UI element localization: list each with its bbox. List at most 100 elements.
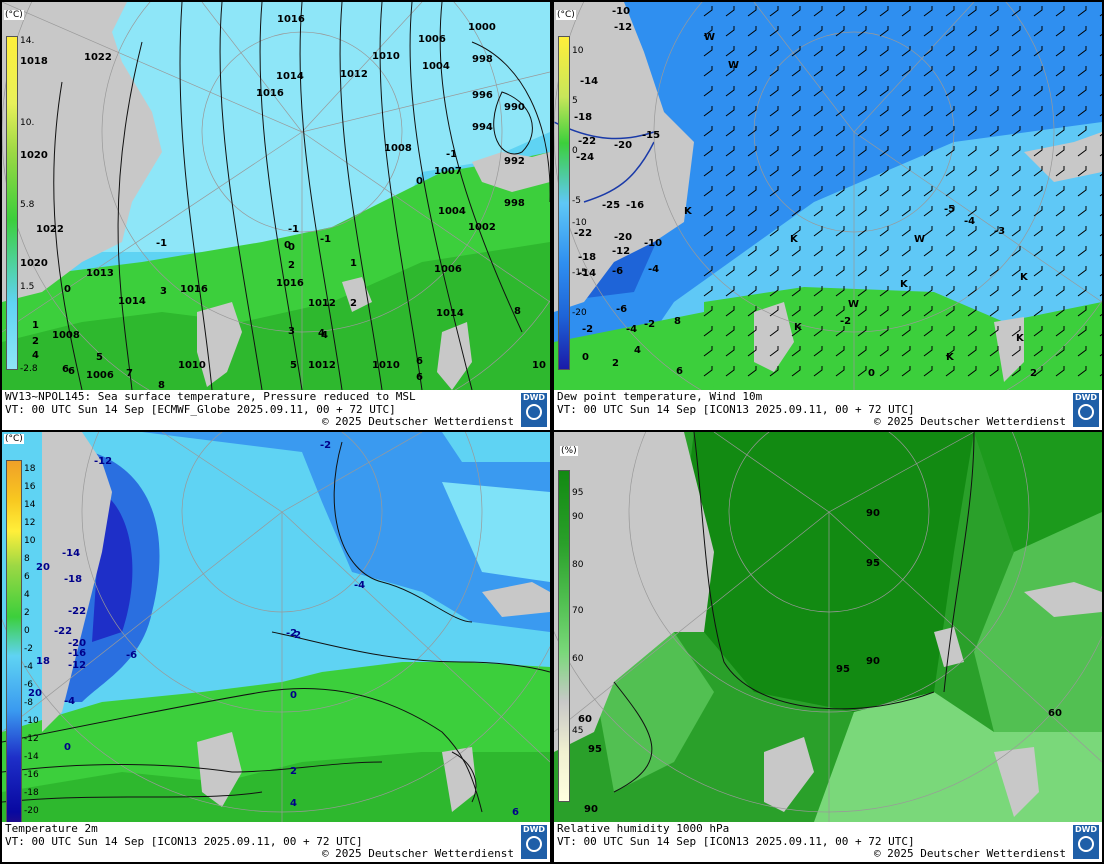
map-label: 0 <box>582 352 589 363</box>
wind-barb <box>791 86 801 97</box>
wind-barb <box>835 186 845 197</box>
wind-barb <box>1033 186 1043 197</box>
wind-barb <box>703 306 713 317</box>
wind-barb <box>945 106 955 117</box>
wind-barb <box>725 166 735 177</box>
wind-barb <box>857 86 867 97</box>
caption-sst: WV13~NPOL145: Sea surface temperature, P… <box>2 390 550 430</box>
wind-barb <box>747 206 757 217</box>
wind-barb <box>747 266 757 277</box>
wind-barb <box>945 126 955 137</box>
map-label: 998 <box>504 198 525 209</box>
wind-barb <box>1077 106 1087 117</box>
wind-barb <box>1077 66 1087 77</box>
wind-barb <box>835 266 845 277</box>
wind-barb <box>835 206 845 217</box>
map-label: 95 <box>866 558 880 569</box>
map-rh: 90 95 95 90 60 60 95 90 <box>554 432 1102 822</box>
wind-barb <box>703 86 713 97</box>
map-label: 992 <box>504 156 525 167</box>
wind-barb <box>967 106 977 117</box>
wind-barb <box>1077 286 1087 297</box>
wind-barb <box>747 106 757 117</box>
wind-barb <box>879 166 889 177</box>
dwd-logo-text: DWD <box>1074 393 1098 402</box>
copyright: © 2025 Deutscher Wetterdienst <box>873 415 1066 428</box>
wind-barb <box>967 46 977 57</box>
wind-barb <box>703 226 713 237</box>
wind-barb <box>901 286 911 297</box>
map-label: -12 <box>612 246 630 257</box>
wind-barb <box>901 106 911 117</box>
map-label: -20 <box>614 140 632 151</box>
map-label: 1008 <box>384 143 412 154</box>
map-label: -12 <box>68 660 86 671</box>
wind-barb <box>703 166 713 177</box>
wind-barb <box>791 6 801 17</box>
wind-barb <box>703 146 713 157</box>
wind-barb <box>703 66 713 77</box>
map-label: 8 <box>674 316 681 327</box>
legend-unit: (°C) <box>4 434 24 444</box>
map-label: -10 <box>612 6 630 17</box>
wind-barb <box>901 206 911 217</box>
caption-dewpoint: Dew point temperature, Wind 10m VT: 00 U… <box>554 390 1102 430</box>
map-label: K <box>1016 333 1025 344</box>
wind-barb <box>813 286 823 297</box>
wind-barb <box>769 146 779 157</box>
wind-barb <box>1077 346 1087 357</box>
wind-barb <box>703 126 713 137</box>
wind-barb <box>857 6 867 17</box>
map-label: 1012 <box>340 69 368 80</box>
map-label: -20 <box>614 232 632 243</box>
wind-barb <box>791 46 801 57</box>
wind-barb <box>967 186 977 197</box>
wind-barb <box>1055 86 1065 97</box>
legend-t2m: (°C) 18 16 14 12 10 8 6 4 2 0 -2 -4 -6 -8 -10 -12 -14 -16… <box>4 434 44 854</box>
map-label: 1004 <box>422 61 450 72</box>
legend-tick: -6 <box>24 680 33 690</box>
wind-barb <box>813 246 823 257</box>
map-label: -22 <box>54 626 72 637</box>
wind-barb <box>901 6 911 17</box>
map-label: 90 <box>866 656 880 667</box>
wind-barb <box>1033 246 1043 257</box>
map-label: -2 <box>840 316 851 327</box>
map-label: -18 <box>574 112 592 123</box>
wind-barb <box>945 26 955 37</box>
map-label: -10 <box>644 238 662 249</box>
panel-t2m: -2 -12 -14 -18 -22 -20 -16 -12 -6 -4 -2 0 2 4 6 0 -4 -2 -2… <box>2 432 550 862</box>
wind-barb <box>901 166 911 177</box>
legend-tick: -2 <box>24 644 33 654</box>
swirl-icon <box>526 404 542 420</box>
map-label: 1010 <box>178 360 206 371</box>
wind-barb <box>813 126 823 137</box>
map-label: -16 <box>68 648 86 659</box>
wind-barb <box>747 226 757 237</box>
wind-barb <box>857 266 867 277</box>
wind-barb <box>857 366 867 377</box>
swirl-icon <box>1078 404 1094 420</box>
wind-barb <box>1011 246 1021 257</box>
panel-dewpoint: -10 -12 -14 -18 -22 -24 -20 -15 -16 -25 -20 -22 -18-… <box>554 2 1102 430</box>
wind-barb <box>967 6 977 17</box>
wind-barb <box>813 6 823 17</box>
wind-barb <box>1055 186 1065 197</box>
legend-tick: -2.8 <box>20 364 38 374</box>
wind-barb <box>1077 166 1087 177</box>
wind-barb <box>879 326 889 337</box>
wind-barb <box>769 106 779 117</box>
map-label: 4 <box>321 330 328 341</box>
wind-barb <box>923 266 933 277</box>
copyright: © 2025 Deutscher Wetterdienst <box>321 415 514 428</box>
wind-barb <box>1055 226 1065 237</box>
wind-barb <box>725 66 735 77</box>
wind-barb <box>923 346 933 357</box>
wind-barb <box>1011 286 1021 297</box>
legend-tick: 10 <box>572 46 584 56</box>
wind-barb <box>769 266 779 277</box>
map-label: -2 <box>286 628 297 639</box>
wind-barb <box>1077 186 1087 197</box>
wind-barb <box>725 26 735 37</box>
legend-tick: 1.5 <box>20 282 35 292</box>
